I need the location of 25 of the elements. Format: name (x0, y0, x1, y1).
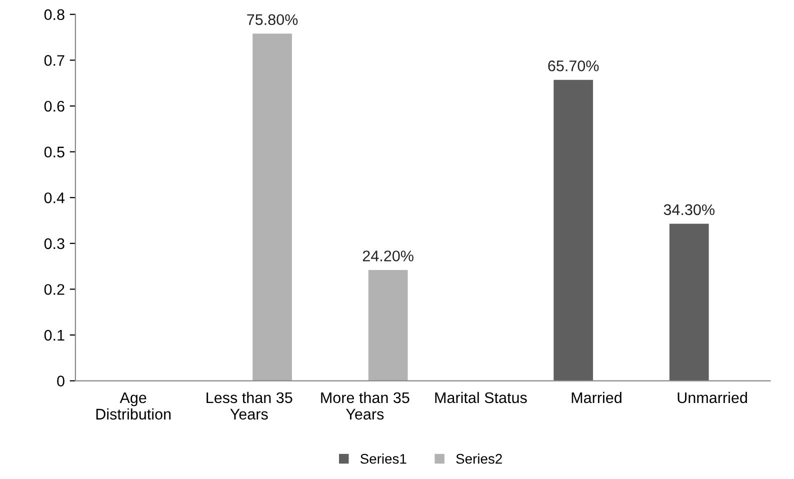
y-tick-label: 0.5 (44, 146, 64, 158)
bar (368, 270, 408, 381)
bar (252, 34, 292, 381)
y-tick-label: 0.8 (44, 9, 64, 20)
y-tick-label: 0.6 (44, 100, 64, 112)
x-tick-label: Marital Status (435, 392, 527, 404)
bar (669, 224, 709, 381)
legend-label: Series2 (456, 454, 502, 464)
x-tick-label: Less than 35 Years (206, 392, 292, 420)
y-tick-label: 0 (57, 376, 64, 386)
x-tick-label: More than 35 Years (321, 392, 410, 420)
data-label: 34.30% (664, 204, 714, 216)
x-tick-label: Age Distribution (96, 392, 171, 420)
y-tick-label: 0.4 (44, 192, 65, 204)
y-tick-label: 0.3 (44, 238, 64, 250)
bar (554, 80, 594, 381)
data-label: 75.80% (247, 14, 298, 26)
x-tick-label: Married (572, 392, 622, 404)
y-tick-label: 0.1 (44, 330, 64, 341)
y-tick-label: 0.2 (44, 284, 64, 295)
x-tick-label: Unmarried (678, 392, 747, 404)
data-label: 65.70% (548, 60, 599, 72)
legend-label: Series1 (360, 454, 406, 464)
y-tick-label: 0.7 (44, 55, 64, 66)
data-label: 24.20% (362, 250, 414, 262)
